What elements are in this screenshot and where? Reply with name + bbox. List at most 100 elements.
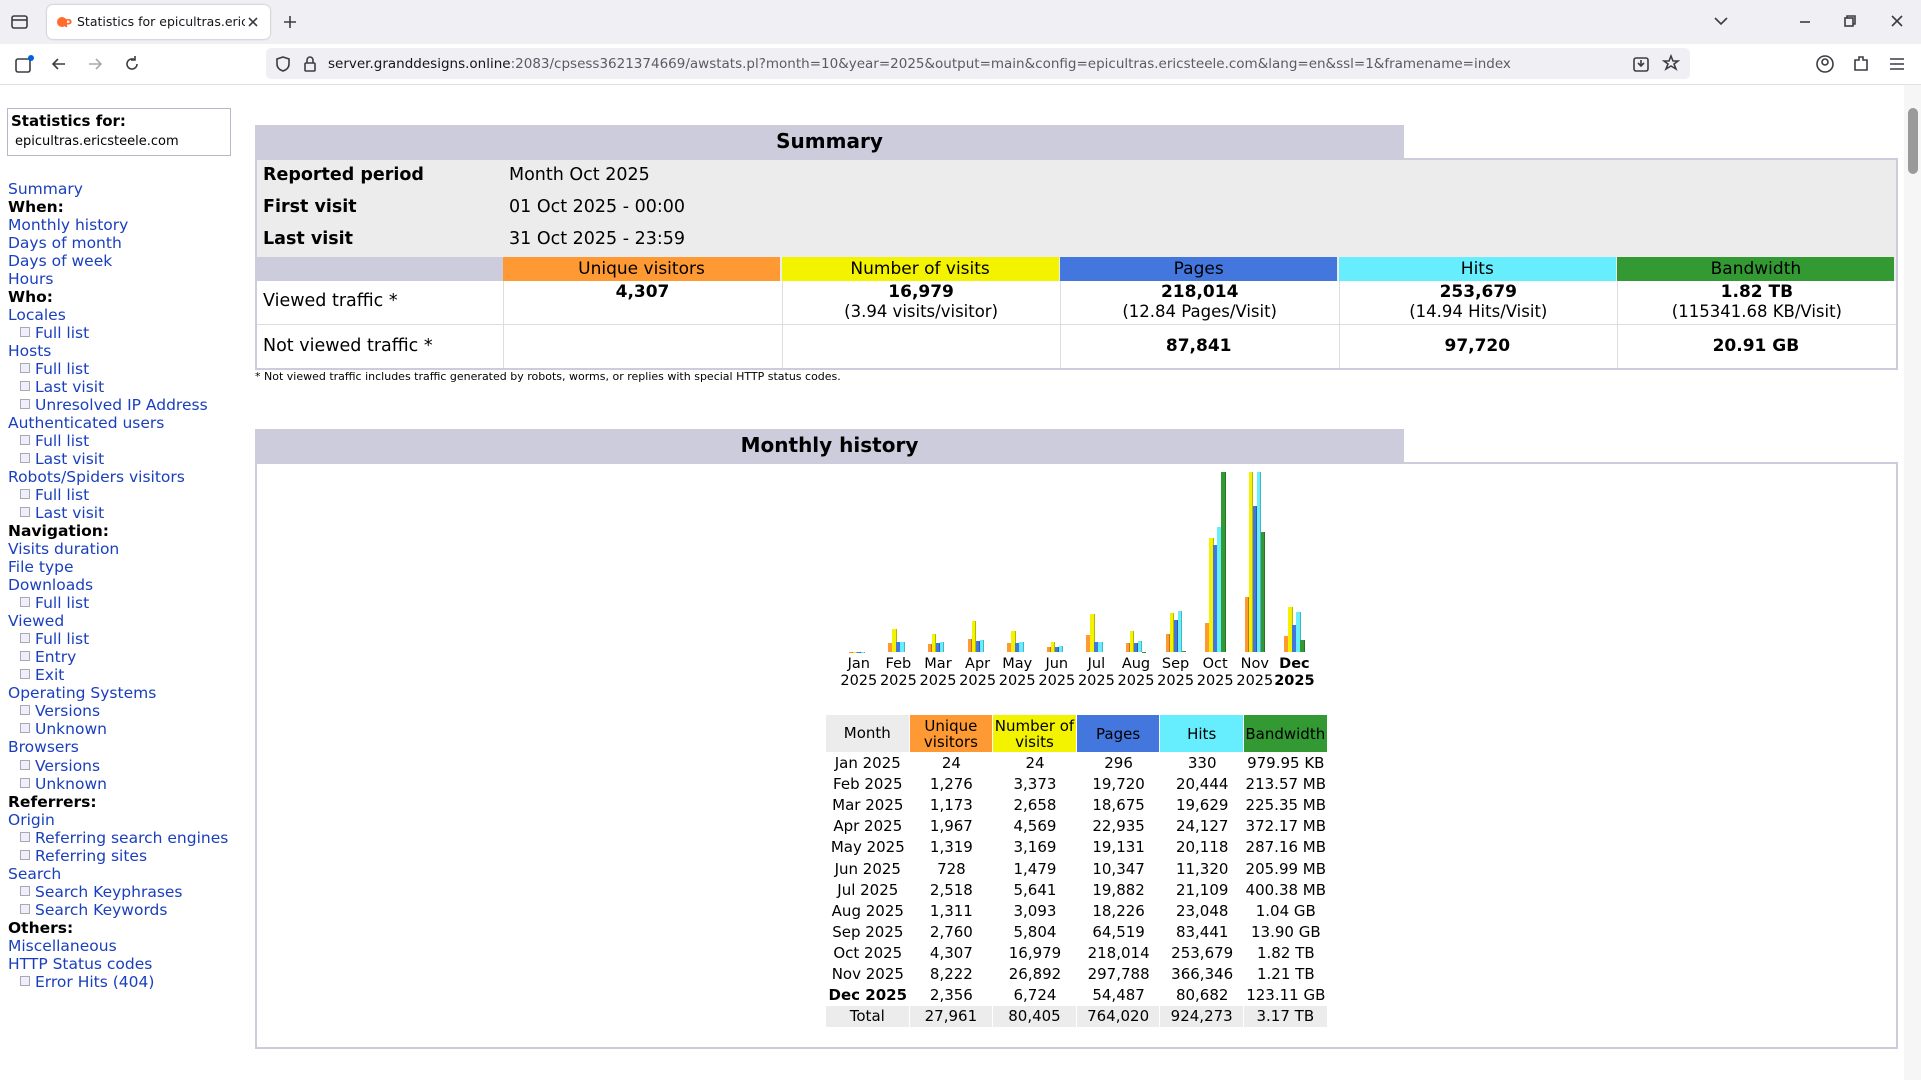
bar [1019,642,1023,652]
menu-link[interactable]: Authenticated users [8,414,164,432]
bar [1300,640,1304,652]
tab-close[interactable] [247,16,259,28]
menu-icon [20,904,30,914]
lock-icon[interactable] [302,55,318,73]
menu-link[interactable]: Operating Systems [8,684,156,702]
menu-link[interactable]: Robots/Spiders visitors [8,468,185,486]
forward-button[interactable] [86,55,104,73]
menu-icon [20,705,30,715]
menu-link[interactable]: Full list [35,630,89,648]
viewed-value: 16,979 [783,282,1060,302]
menu-link[interactable]: Locales [8,306,66,324]
extensions-icon[interactable] [1851,54,1871,74]
reload-button[interactable] [123,55,141,73]
bar [1182,651,1186,652]
menu-link[interactable]: Unknown [35,720,107,738]
menu-link[interactable]: Miscellaneous [8,937,117,955]
menu-link[interactable]: Full list [35,360,89,378]
menu-icon [20,327,30,337]
shield-icon[interactable] [274,55,292,73]
url-field[interactable]: server.granddesigns.online:2083/cpsess36… [266,48,1690,79]
menu-link[interactable]: Unresolved IP Address [35,396,208,414]
menu-link[interactable]: Full list [35,432,89,450]
menu-link[interactable]: Viewed [8,612,64,630]
menu-link[interactable]: Full list [35,594,89,612]
menu-link[interactable]: Referring search engines [35,829,228,847]
table-value: 5,804 [993,922,1077,943]
menu-link[interactable]: Days of month [8,234,122,252]
table-value: 19,131 [1077,837,1161,858]
tab-list-icon[interactable] [10,13,30,31]
summary-column-header: Unique visitors [503,257,780,281]
restore-button[interactable] [1843,14,1857,28]
x-tick-label: Feb 2025 [877,656,921,690]
menu-link[interactable]: Search Keywords [35,901,167,919]
menu-link[interactable]: Browsers [8,738,79,756]
menu-link[interactable]: Exit [35,666,64,684]
menu-row: When: [8,198,228,216]
menu-link[interactable]: Visits duration [8,540,119,558]
menu-link[interactable]: Hours [8,270,53,288]
bookmark-star[interactable] [1662,54,1680,72]
menu-link[interactable]: Versions [35,702,100,720]
minimize-button[interactable] [1798,14,1812,28]
summary-label: Last visit [263,229,353,249]
back-button[interactable] [50,55,68,73]
menu-link[interactable]: Search Keyphrases [35,883,183,901]
menu-link[interactable]: Last visit [35,378,104,396]
close-button[interactable] [1890,14,1904,28]
viewed-ratio: (12.84 Pages/Visit) [1061,302,1338,321]
menu-link[interactable]: Hosts [8,342,51,360]
menu-link[interactable]: HTTP Status codes [8,955,152,973]
menu-link[interactable]: Versions [35,757,100,775]
table-value: 64,519 [1077,922,1161,943]
active-tab[interactable]: P Statistics for epicultras.ericsteel [47,5,270,39]
table-value: 8,222 [910,964,994,985]
menu-icon [20,669,30,679]
scrollbar-thumb[interactable] [1908,108,1918,174]
menu-link[interactable]: Unknown [35,775,107,793]
menu-link[interactable]: Referring sites [35,847,147,865]
table-value: 19,629 [1160,795,1244,816]
sidebar-button[interactable] [14,54,36,74]
table-column-header: Hits [1160,715,1243,752]
bar [980,640,984,652]
menu-icon [20,597,30,607]
table-month: Dec 2025 [826,985,910,1006]
menu-heading: Navigation: [8,522,228,540]
menu-link[interactable]: Full list [35,324,89,342]
menu-link[interactable]: Last visit [35,450,104,468]
menu-link[interactable]: Days of week [8,252,112,270]
menu-link[interactable]: Monthly history [8,216,128,234]
menu-button[interactable] [1888,55,1906,73]
menu-row: Versions [8,757,228,775]
table-value: 3,093 [993,901,1077,922]
tab-overflow[interactable] [1713,15,1729,27]
table-value: 16,979 [993,943,1077,964]
table-total: 80,405 [993,1006,1076,1027]
stats-label: Statistics for: [11,112,126,130]
menu-link[interactable]: Entry [35,648,76,666]
table-month: Jan 2025 [826,753,910,774]
menu-row: Hours [8,270,228,288]
menu-link[interactable]: Downloads [8,576,93,594]
menu-link[interactable]: Error Hits (404) [35,973,154,991]
download-page-icon[interactable] [1632,55,1650,73]
menu-row: Others: [8,919,228,937]
table-value: 1,173 [910,795,994,816]
menu-link[interactable]: Search [8,865,61,883]
menu-link[interactable]: Origin [8,811,55,829]
menu-row: Full list [8,360,228,378]
summary-value: 31 Oct 2025 - 23:59 [509,229,685,249]
bar [1221,472,1225,652]
new-tab-button[interactable] [282,14,298,30]
menu-link[interactable]: Full list [35,486,89,504]
scrollbar[interactable] [1904,85,1921,1080]
menu-link[interactable]: Summary [8,180,83,198]
menu-row: Last visit [8,450,228,468]
account-icon[interactable] [1815,54,1835,74]
table-value: 4,307 [910,943,994,964]
table-value: 296 [1077,753,1161,774]
menu-link[interactable]: File type [8,558,74,576]
menu-link[interactable]: Last visit [35,504,104,522]
